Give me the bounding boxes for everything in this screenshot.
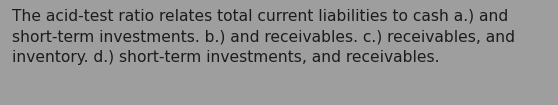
Text: The acid-test ratio relates total current liabilities to cash a.) and
short-term: The acid-test ratio relates total curren… xyxy=(12,8,515,65)
